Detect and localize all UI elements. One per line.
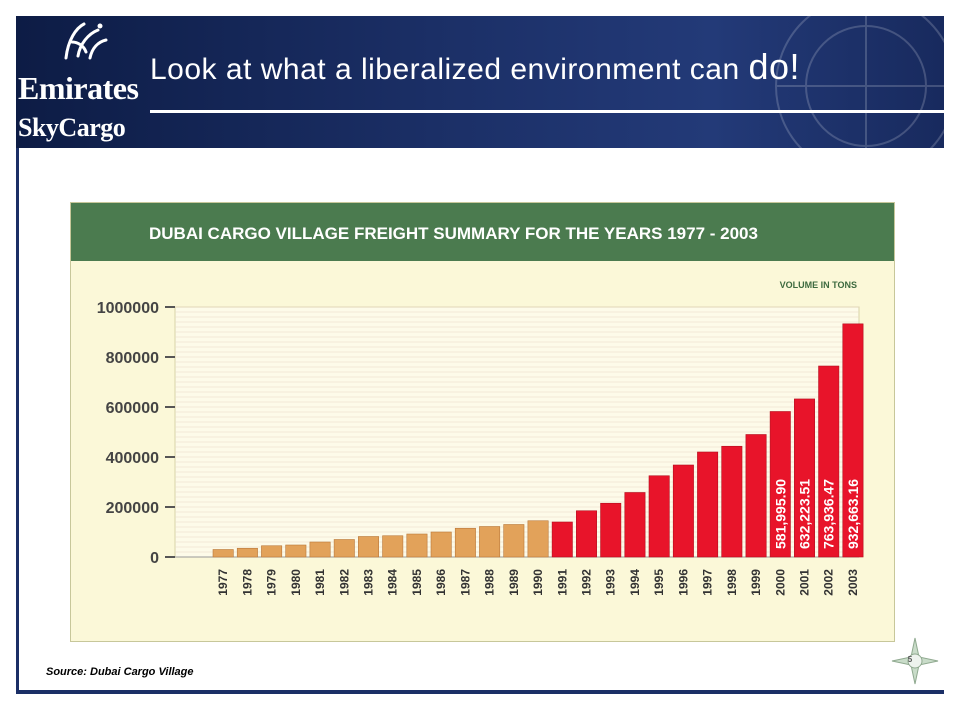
globe-decoration [775,16,944,148]
frame-left-border [16,148,19,694]
x-tick-label: 1998 [725,569,739,596]
x-tick-label: 1983 [362,569,376,596]
unit-label: VOLUME IN TONS [780,280,857,290]
data-label: 581,995.90 [772,479,788,549]
y-tick-label: 0 [150,550,159,567]
x-tick-label: 1995 [652,569,666,596]
bar-series [212,323,864,558]
slide-title-main: Look at what a liberalized environment c… [150,53,749,86]
data-label: 632,223.51 [797,479,813,549]
bar [333,539,355,558]
bar [697,451,719,558]
bar [236,547,258,558]
frame-bottom-border [16,690,944,694]
bar [818,365,840,558]
bar [406,533,428,558]
x-axis: 1977 1978 1979 1980 1981 1982 1983 1984 1985 1986… [216,569,860,596]
chart-title: DUBAI CARGO VILLAGE FREIGHT SUMMARY FOR … [149,224,758,243]
emirates-skycargo-logo: Emirates SkyCargo [18,18,148,146]
y-tick-label: 400000 [106,450,159,467]
y-tick-label: 200000 [106,500,159,517]
bar [430,531,452,558]
bar [769,411,791,558]
slide-title-emphasis: do! [748,46,801,87]
page-number: 5 [907,655,913,664]
x-tick-label: 2001 [798,569,812,596]
x-tick-label: 1978 [240,569,254,596]
x-tick-label: 2000 [773,569,787,596]
chart-grid [174,306,860,558]
y-tick-label: 600000 [106,400,159,417]
x-tick-label: 1989 [507,569,521,596]
bar [382,535,404,558]
bar [672,464,694,558]
bar [624,492,646,558]
bar [551,521,573,558]
x-tick-label: 1986 [434,569,448,596]
bar [503,524,525,558]
bar [212,549,234,558]
x-tick-label: 1984 [386,569,400,596]
bar [309,541,331,558]
bar [527,520,549,558]
y-tick-label: 1000000 [97,300,159,317]
bar [794,398,815,558]
data-label: 932,663.16 [845,479,861,549]
x-tick-label: 1988 [483,569,497,596]
x-tick-label: 2002 [822,569,836,596]
x-tick-label: 1982 [337,569,351,596]
logo-text-skycargo: SkyCargo [18,113,126,142]
data-labels: 581,995.90 632,223.51 763,936.47 932,663.16 [772,479,861,549]
x-tick-label: 1977 [216,569,230,596]
x-tick-label: 1981 [313,569,327,596]
bar [745,434,767,558]
compass-star-icon[interactable] [890,636,940,686]
data-label: 763,936.47 [821,479,837,549]
x-tick-label: 1990 [531,569,545,596]
x-tick-label: 1980 [289,569,303,596]
y-axis: 1000000 800000 600000 400000 200000 0 [97,300,859,567]
x-tick-label: 1993 [604,569,618,596]
x-tick-label: 1991 [555,569,569,596]
chart-panel: DUBAI CARGO VILLAGE FREIGHT SUMMARY FOR … [70,202,895,642]
header-band [16,16,944,148]
bar [261,545,283,558]
y-tick-label: 800000 [106,350,159,367]
source-note: Source: Dubai Cargo Village [46,666,194,678]
bar [648,475,670,558]
x-tick-label: 2003 [846,569,860,596]
x-tick-label: 1987 [458,569,472,596]
bar [721,445,743,558]
logo-text-emirates: Emirates [18,70,139,106]
x-tick-label: 1997 [701,569,715,596]
x-tick-label: 1985 [410,569,424,596]
x-tick-label: 1979 [265,569,279,596]
emirates-calligraphy-icon [64,22,108,60]
title-underline [150,110,944,113]
bar [842,323,864,558]
bar [576,510,597,558]
chart-header: DUBAI CARGO VILLAGE FREIGHT SUMMARY FOR … [71,203,894,261]
bar [454,527,476,558]
slide-title: Look at what a liberalized environment c… [150,46,800,88]
bar [285,544,307,558]
x-tick-label: 1999 [749,569,763,596]
bar [358,536,379,558]
x-tick-label: 1996 [676,569,690,596]
bar [600,502,622,558]
bar [479,526,501,558]
x-tick-label: 1994 [628,569,642,596]
x-tick-label: 1992 [580,569,594,596]
